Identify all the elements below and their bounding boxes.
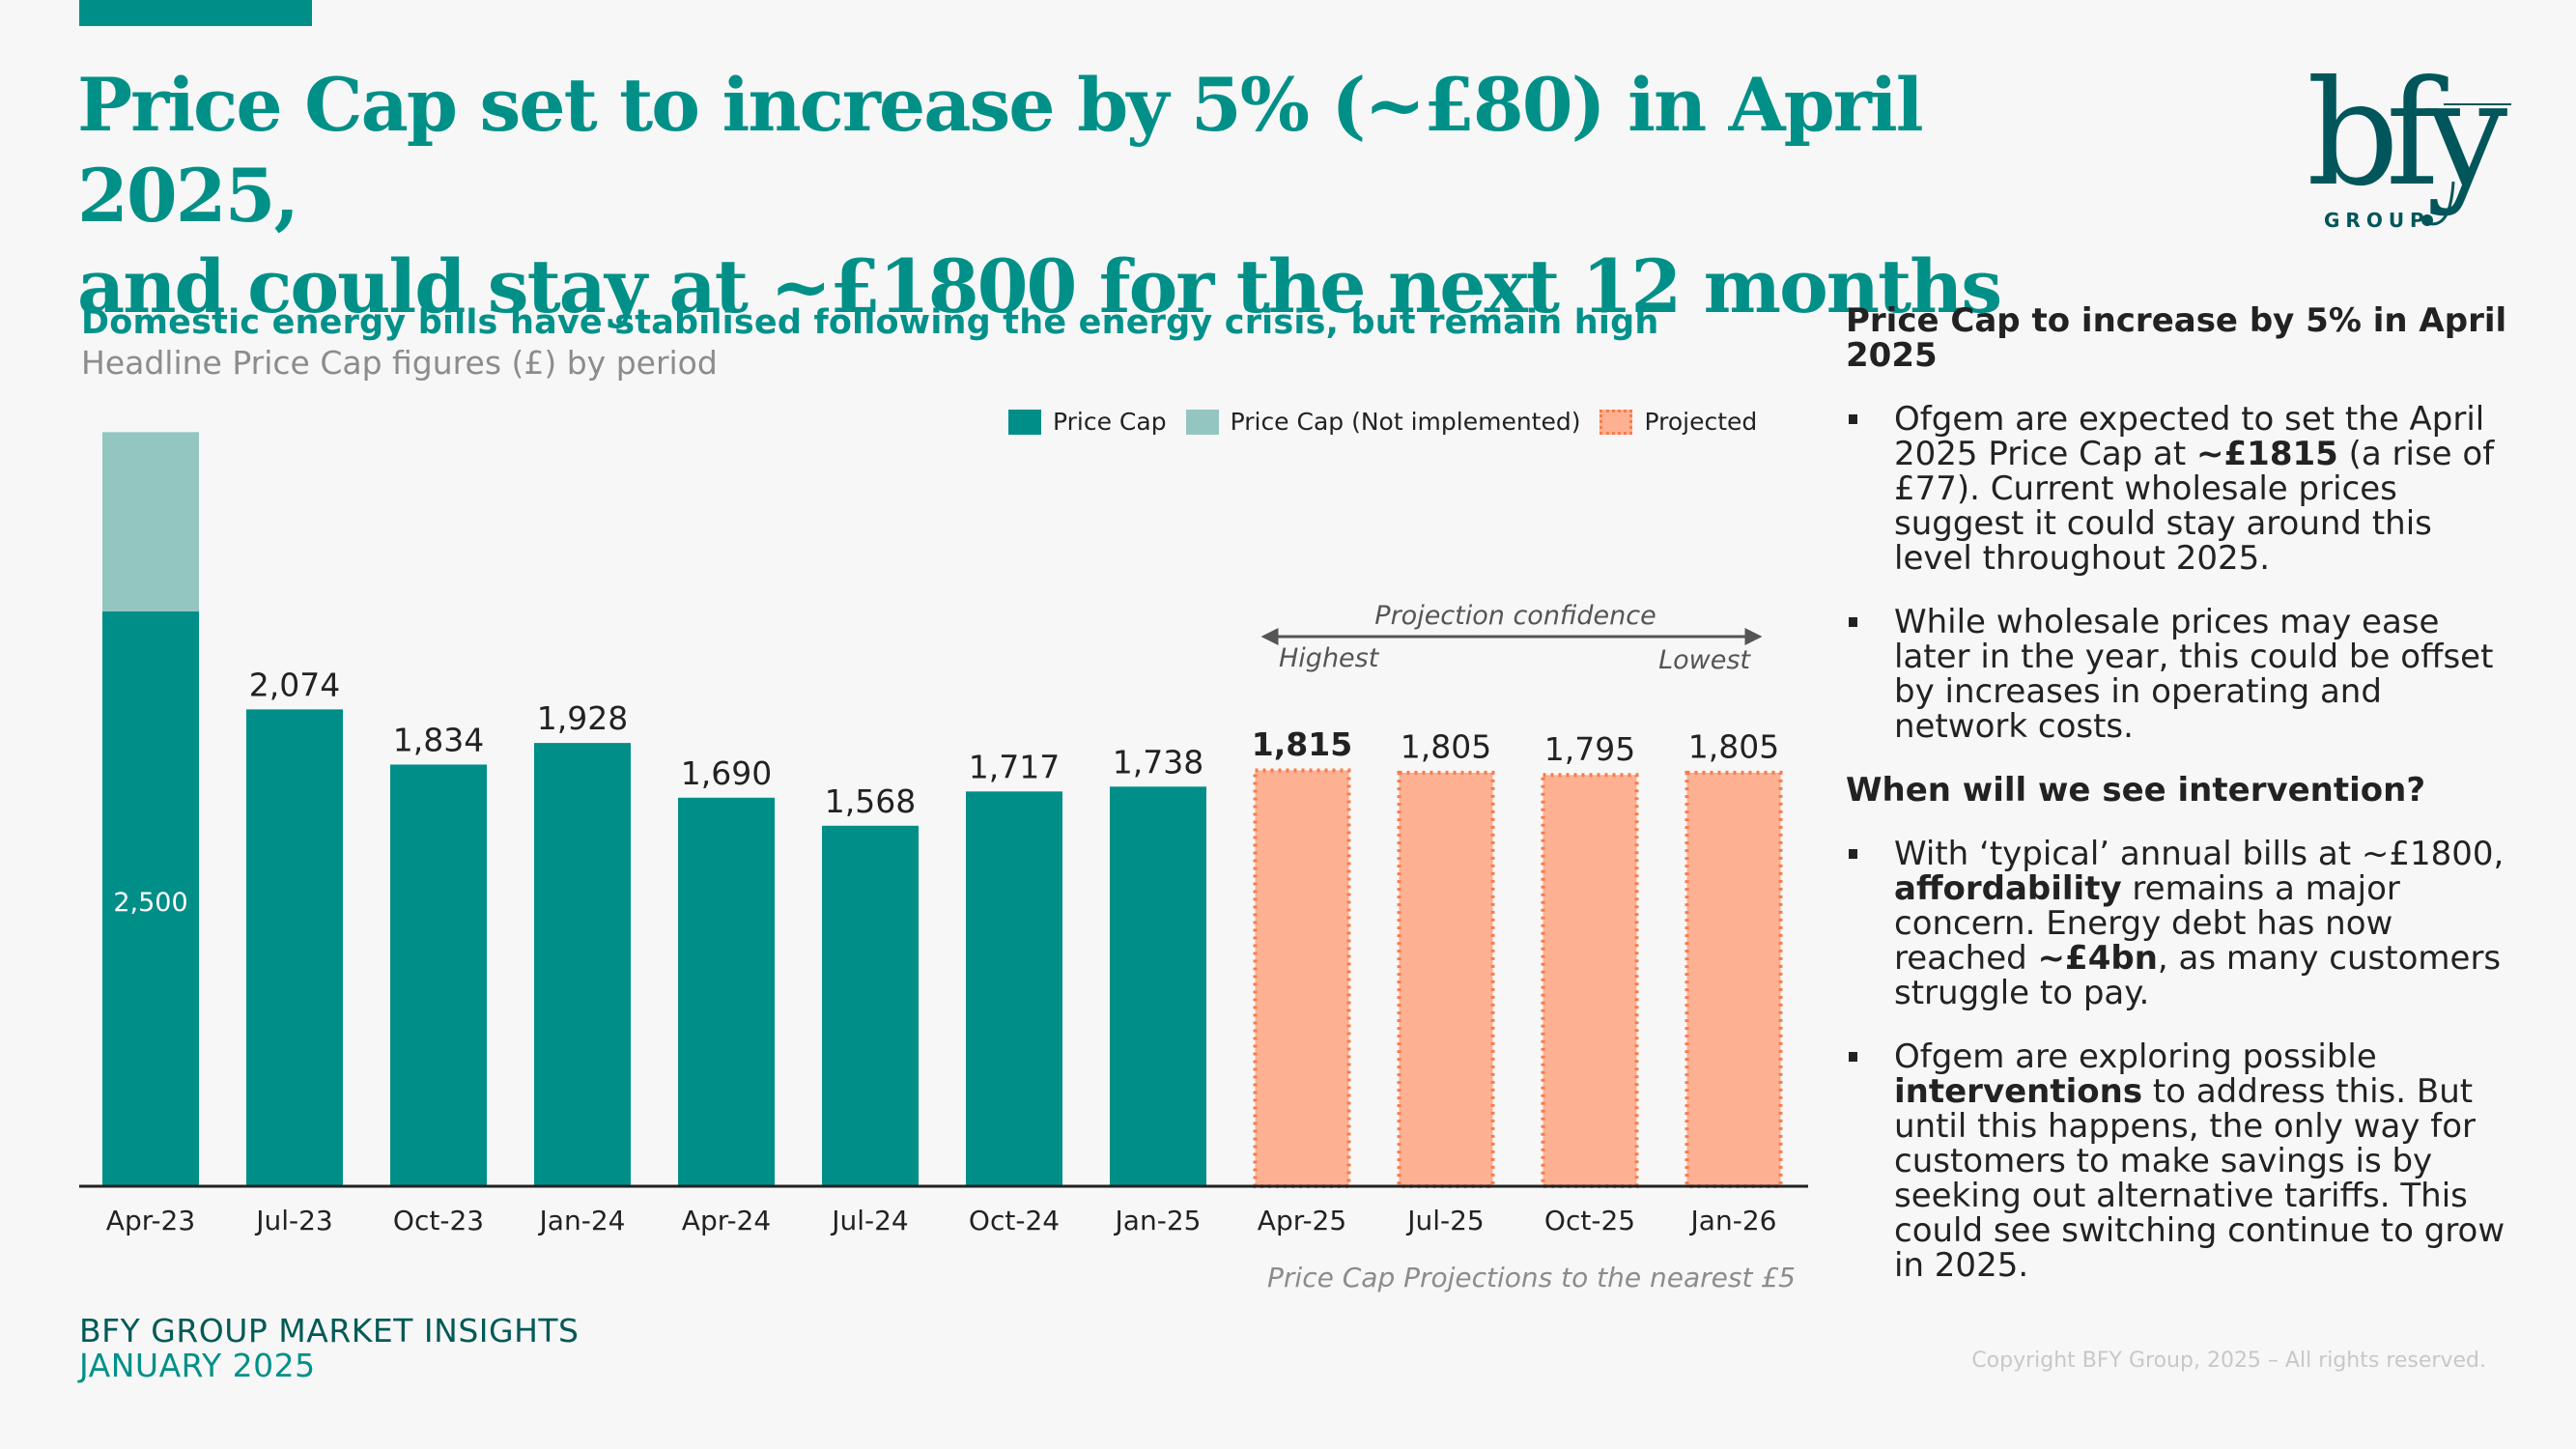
- bar-price-cap: [966, 791, 1062, 1186]
- bar-price-cap: [390, 764, 487, 1186]
- bars-group: [102, 432, 1783, 1189]
- bullet-item: Ofgem are exploring possible interventio…: [1846, 1039, 2512, 1283]
- bar-projected: [1684, 770, 1783, 1189]
- data-label: 1,805: [1401, 727, 1491, 765]
- bar-price-cap: [678, 797, 775, 1186]
- top-accent-bar: [79, 0, 312, 26]
- data-label: 2,074: [249, 666, 340, 703]
- bar-price-cap-not-implemented: [102, 432, 199, 611]
- chart-legend: Price Cap Price Cap (Not implemented) Pr…: [1008, 408, 1776, 436]
- bullet-emphasis: ~£4bn: [2037, 939, 2158, 978]
- x-axis-tick-label: Jul-23: [254, 1205, 333, 1236]
- logo-icon: bfy GROUP: [2307, 50, 2522, 232]
- legend-label: Price Cap (Not implemented): [1230, 408, 1581, 436]
- chart-subheading: Headline Price Cap figures (£) by period: [81, 344, 718, 382]
- bar-projected: [1397, 770, 1495, 1189]
- bullet-text: Ofgem are exploring possible: [1894, 1037, 2377, 1076]
- bar-price-cap: [102, 611, 199, 1186]
- bullet-emphasis: affordability: [1894, 869, 2122, 908]
- commentary-panel: Price Cap to increase by 5% in April 202…: [1846, 303, 2512, 1312]
- projection-confidence-highest: Highest: [1279, 643, 1380, 673]
- data-labels-group: 2,500 2,074 1,834 1,928 1,690 1,568 1,717 1,738…: [113, 666, 1779, 918]
- data-label: 1,805: [1688, 727, 1779, 765]
- page-title: Price Cap set to increase by 5% (~£80) i…: [77, 60, 2154, 332]
- copyright-notice: Copyright BFY Group, 2025 – All rights r…: [1971, 1349, 2486, 1373]
- bullet-emphasis: ~£1815: [2196, 435, 2338, 473]
- x-axis-tick-label: Apr-23: [106, 1205, 195, 1236]
- data-label: 1,834: [393, 721, 484, 758]
- x-axis-tick-label: Jan-25: [1114, 1205, 1202, 1236]
- title-line-2: and could stay at ~£1800 for the next 12…: [77, 243, 2002, 329]
- bullet-list-intervention: With ‘typical’ annual bills at ~£1800, a…: [1846, 837, 2512, 1283]
- bar-projected: [1541, 773, 1639, 1188]
- bar-price-cap: [534, 743, 631, 1186]
- legend-swatch-projected: [1599, 409, 1633, 435]
- legend-item-not-implemented: Price Cap (Not implemented): [1185, 408, 1581, 436]
- footer-publication: BFY GROUP MARKET INSIGHTS: [79, 1312, 580, 1350]
- x-axis-tick-label: Jul-25: [1405, 1205, 1485, 1236]
- bfy-group-logo: bfy GROUP: [2299, 50, 2522, 242]
- chart-heading: Domestic energy bills have stabilised fo…: [81, 303, 1659, 342]
- section-heading-price-cap-increase: Price Cap to increase by 5% in April 202…: [1846, 301, 2507, 375]
- x-axis-tick-label: Jan-24: [538, 1205, 626, 1236]
- bar-price-cap: [246, 709, 343, 1186]
- title-line-1: Price Cap set to increase by 5% (~£80) i…: [77, 62, 1924, 239]
- x-axis-tick-label: Apr-24: [682, 1205, 771, 1236]
- bullet-text: (a rise of £77). Current wholesale price…: [1894, 435, 2495, 578]
- x-axis-tick-label: Oct-24: [969, 1205, 1060, 1236]
- bullet-item: While wholesale prices may ease later in…: [1846, 605, 2512, 744]
- legend-label: Projected: [1644, 408, 1758, 436]
- data-label: 1,928: [537, 699, 628, 737]
- section-heading-intervention: When will we see intervention?: [1846, 771, 2426, 810]
- bullet-text: , as many customers struggle to pay.: [1894, 939, 2502, 1012]
- data-label: 1,690: [681, 754, 772, 792]
- data-label: 1,717: [969, 748, 1060, 785]
- bar-projected: [1253, 768, 1351, 1189]
- bar-price-cap: [822, 825, 919, 1186]
- x-axis-tick-label: Oct-25: [1544, 1205, 1635, 1236]
- data-label: 2,500: [113, 888, 187, 918]
- x-axis-tick-label: Jul-24: [830, 1205, 909, 1236]
- data-label: 1,738: [1113, 743, 1203, 781]
- data-label: 1,815: [1252, 725, 1352, 763]
- bullet-emphasis: interventions: [1894, 1072, 2143, 1111]
- projection-confidence-lowest: Lowest: [1658, 645, 1751, 675]
- x-axis-tick-label: Oct-23: [393, 1205, 484, 1236]
- legend-item-price-cap: Price Cap: [1008, 408, 1167, 436]
- legend-swatch-price-cap: [1008, 409, 1041, 435]
- legend-swatch-not-implemented: [1185, 409, 1219, 435]
- bullet-item: Ofgem are expected to set the April 2025…: [1846, 402, 2512, 576]
- bullet-item: With ‘typical’ annual bills at ~£1800, a…: [1846, 837, 2512, 1010]
- logo-subtext: GROUP: [2324, 209, 2430, 232]
- footer-date: JANUARY 2025: [79, 1347, 316, 1384]
- x-axis-tick-label: Jan-26: [1689, 1205, 1777, 1236]
- x-axis-ticks-group: Apr-23 Jul-23 Oct-23 Jan-24 Apr-24 Jul-24 Oct-…: [106, 1205, 1777, 1236]
- legend-item-projected: Projected: [1599, 408, 1757, 436]
- data-label: 1,568: [825, 782, 916, 820]
- bullet-text: With ‘typical’ annual bills at ~£1800,: [1894, 835, 2505, 873]
- bullet-text: Ofgem are expected to set the April 2025…: [1894, 400, 2485, 473]
- bullet-list-price-cap: Ofgem are expected to set the April 2025…: [1846, 402, 2512, 744]
- logo-text: bfy: [2307, 68, 2508, 218]
- legend-label: Price Cap: [1053, 408, 1167, 436]
- projection-confidence-annotation: Projection confidence Highest Lowest: [1260, 601, 1763, 675]
- bullet-text: to address this. But until this happens,…: [1894, 1072, 2505, 1285]
- bar-price-cap: [1110, 786, 1206, 1186]
- bullet-text: remains a major concern. Energy debt has…: [1894, 869, 2400, 978]
- x-axis-tick-label: Apr-25: [1258, 1205, 1346, 1236]
- data-label: 1,795: [1544, 730, 1635, 768]
- projection-confidence-title: Projection confidence: [1374, 601, 1656, 631]
- bullet-text: While wholesale prices may ease later in…: [1894, 603, 2494, 746]
- projection-note: Price Cap Projections to the nearest £5: [1267, 1262, 1796, 1293]
